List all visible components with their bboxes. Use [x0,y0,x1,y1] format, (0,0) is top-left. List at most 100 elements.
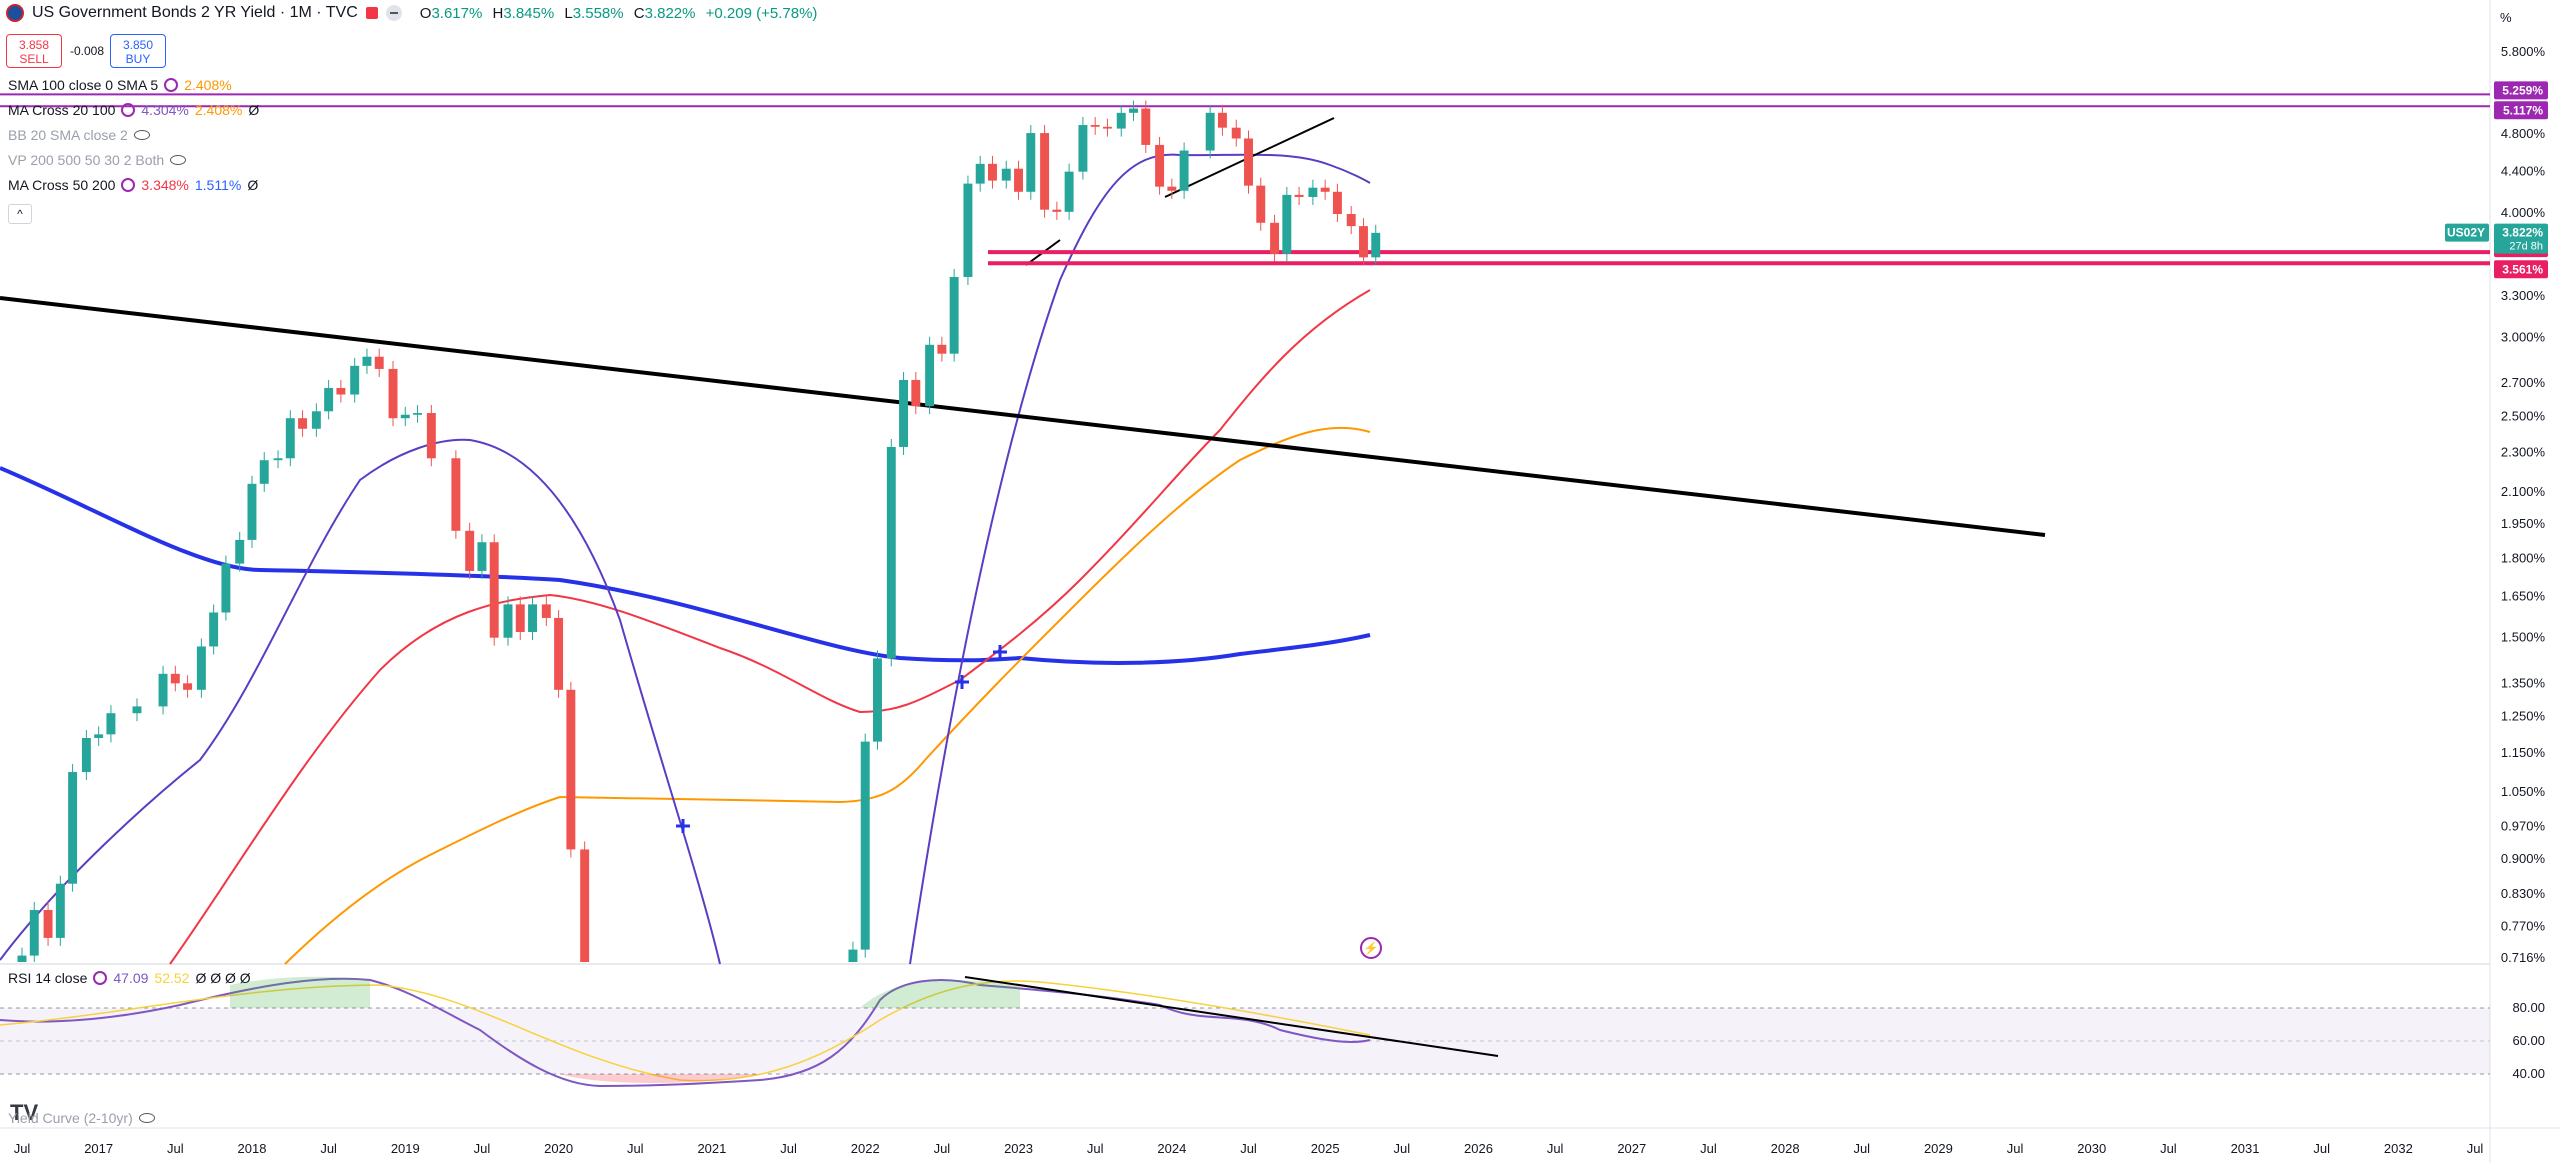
p2-candle-14[interactable] [1026,133,1036,192]
p2-candle-29[interactable] [1217,112,1227,128]
p1-candle-16[interactable] [221,563,231,613]
p2-candle-34[interactable] [1282,194,1292,254]
p2-candle-40[interactable] [1359,226,1368,258]
p1-candle-23[interactable] [311,411,321,429]
indicator-sma100[interactable]: SMA 100 close 0 SMA 5 2.408% [8,77,232,93]
p2-candle-39[interactable] [1346,214,1356,227]
p2-candle-33[interactable] [1270,222,1280,254]
p2-candle-4[interactable] [899,379,909,447]
p1-candle-1[interactable] [29,909,39,956]
p1-candle-43[interactable] [566,689,576,850]
p2-candle-7[interactable] [937,344,947,354]
p2-candle-21[interactable] [1116,112,1126,129]
p1-candle-17[interactable] [235,539,245,564]
indicator-ma-cross-20-100[interactable]: MA Cross 20 100 4.304% 2.408% Ø [8,102,260,118]
p1-candle-5[interactable] [81,737,91,773]
p2-candle-38[interactable] [1332,191,1342,215]
buy-button[interactable]: 3.850 BUY [110,34,166,68]
p1-candle-29[interactable] [388,368,398,419]
yield-curve-legend[interactable]: Yield Curve (2-10yr) [8,1110,155,1126]
p1-candle-3[interactable] [55,883,65,938]
long-trendline[interactable] [0,296,2046,537]
p2-candle-2[interactable] [873,658,882,742]
indicator-ma-cross-50-200[interactable]: MA Cross 50 200 3.348% 1.511% Ø [8,177,259,193]
p2-candle-18[interactable] [1078,125,1088,172]
indicator-vp[interactable]: VP 200 500 50 30 2 Both [8,152,187,168]
p1-candle-11[interactable] [158,673,168,707]
p1-candle-30[interactable] [400,414,410,419]
p2-candle-31[interactable] [1244,138,1253,186]
p2-candle-6[interactable] [925,344,935,407]
p2-candle-32[interactable] [1256,185,1266,223]
settings-icon[interactable] [164,78,179,92]
p1-candle-7[interactable] [106,713,116,735]
p2-candle-8[interactable] [949,276,959,354]
p2-candle-13[interactable] [1014,168,1024,192]
rsi-trendline[interactable] [964,976,1499,1057]
p1-candle-40[interactable] [528,604,538,632]
p1-candle-42[interactable] [554,617,564,690]
p1-candle-0[interactable] [17,955,27,962]
p1-candle-28[interactable] [374,356,384,369]
p1-candle-12[interactable] [170,673,180,684]
p2-candle-11[interactable] [987,163,997,181]
p2-candle-30[interactable] [1231,127,1241,139]
p2-candle-24[interactable] [1155,144,1165,187]
p1-candle-39[interactable] [515,604,525,632]
p2-candle-19[interactable] [1090,125,1100,127]
collapse-circle-icon[interactable] [385,5,402,21]
p2-candle-10[interactable] [975,163,985,184]
p1-candle-37[interactable] [489,542,499,638]
p1-candle-2[interactable] [43,909,53,938]
p2-candle-36[interactable] [1308,187,1318,197]
sell-button[interactable]: 3.858 SELL [6,34,62,68]
p1-candle-20[interactable] [273,458,283,461]
settings-icon[interactable] [121,178,136,192]
p2-candle-37[interactable] [1320,187,1330,192]
p1-candle-26[interactable] [350,365,360,395]
p1-candle-24[interactable] [324,387,334,412]
hidden-eye-icon[interactable] [138,1113,155,1123]
p1-candle-38[interactable] [503,604,513,638]
p1-candle-6[interactable] [94,734,104,738]
p1-candle-35[interactable] [465,530,475,571]
indicator-bb[interactable]: BB 20 SMA close 2 [8,127,150,143]
p2-candle-3[interactable] [886,446,896,659]
p2-candle-17[interactable] [1064,171,1074,212]
p1-candle-25[interactable] [336,387,346,395]
p2-candle-16[interactable] [1052,209,1062,212]
p2-candle-12[interactable] [1001,168,1011,181]
p1-candle-27[interactable] [362,356,372,366]
p1-candle-36[interactable] [477,542,487,571]
p1-candle-21[interactable] [285,418,295,459]
p1-candle-13[interactable] [183,683,193,690]
p2-candle-26[interactable] [1179,150,1189,191]
p1-candle-31[interactable] [413,413,423,415]
p2-candle-5[interactable] [911,379,921,407]
p2-candle-25[interactable] [1167,186,1177,191]
p1-candle-15[interactable] [209,612,219,647]
event-bolt-icon[interactable]: ⚡ [1360,937,1382,959]
p1-candle-44[interactable] [580,849,590,962]
p2-candle-1[interactable] [860,741,870,950]
hidden-eye-icon[interactable] [133,130,150,140]
p2-candle-41[interactable] [1371,232,1381,258]
p1-candle-9[interactable] [132,706,142,714]
symbol-title[interactable]: US Government Bonds 2 YR Yield · 1M · TV… [32,4,358,21]
p1-candle-34[interactable] [451,458,461,531]
p2-candle-28[interactable] [1205,112,1215,151]
p2-candle-0[interactable] [848,949,858,962]
hidden-eye-icon[interactable] [170,155,187,165]
settings-icon[interactable] [121,103,136,117]
p1-candle-4[interactable] [68,772,78,884]
p2-candle-22[interactable] [1129,108,1138,113]
p1-candle-41[interactable] [541,604,551,618]
p2-candle-15[interactable] [1040,133,1050,210]
p1-candle-19[interactable] [259,460,269,484]
p1-candle-32[interactable] [426,413,436,459]
p1-candle-14[interactable] [196,646,206,690]
rsi-legend[interactable]: RSI 14 close 47.09 52.52 Ø Ø Ø Ø [8,970,251,986]
collapse-legend-button[interactable]: ^ [8,204,32,224]
p1-candle-18[interactable] [247,483,257,540]
